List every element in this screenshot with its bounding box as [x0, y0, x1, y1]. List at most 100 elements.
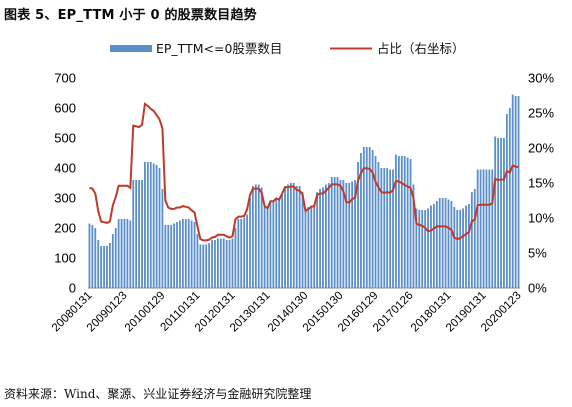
- bar: [123, 219, 126, 288]
- bar: [479, 169, 482, 288]
- bar: [365, 147, 368, 288]
- bar: [240, 219, 243, 288]
- bar: [427, 208, 429, 288]
- bar: [246, 214, 248, 288]
- bar: [222, 238, 225, 288]
- bar: [432, 204, 435, 288]
- bar: [208, 243, 211, 288]
- bar: [322, 187, 324, 288]
- bar: [152, 163, 155, 288]
- legend-bar-label: EP_TTM<=0股票数目: [156, 41, 282, 56]
- bar: [324, 184, 327, 288]
- bar: [184, 219, 187, 288]
- left-tick-label: 500: [54, 131, 76, 146]
- bar: [97, 240, 100, 288]
- bar: [108, 243, 111, 288]
- bar: [126, 219, 129, 288]
- bar: [301, 192, 304, 288]
- bar: [272, 201, 275, 288]
- bar: [430, 205, 432, 288]
- bar: [462, 208, 464, 288]
- bar: [456, 210, 459, 288]
- bar: [181, 219, 184, 288]
- bar: [453, 207, 456, 288]
- bar: [418, 210, 421, 288]
- bar: [231, 238, 234, 288]
- bar: [511, 94, 514, 288]
- bar: [205, 244, 208, 288]
- bar: [237, 219, 240, 288]
- x-axis-ticks: 2008013120090123201001292011013120120131…: [50, 290, 524, 335]
- bar: [164, 225, 167, 288]
- bar: [103, 246, 105, 288]
- bar: [351, 181, 354, 288]
- bar: [144, 162, 146, 288]
- bar: [228, 240, 231, 288]
- bar: [91, 225, 94, 288]
- right-axis-ticks: 0% 5% 10% 15% 20% 25% 30%: [528, 71, 554, 296]
- bar: [470, 192, 473, 288]
- bar: [167, 225, 170, 288]
- bar: [214, 240, 216, 288]
- bar: [435, 201, 438, 288]
- bar: [491, 169, 494, 288]
- bar: [193, 222, 196, 288]
- left-tick-label: 300: [54, 191, 76, 206]
- bar: [120, 219, 123, 288]
- bar: [485, 169, 488, 288]
- bar: [173, 223, 176, 288]
- bar: [406, 157, 409, 288]
- bar: [503, 138, 505, 288]
- bar: [275, 198, 278, 288]
- right-tick-label: 0%: [528, 281, 547, 296]
- bar: [444, 198, 447, 288]
- bar: [473, 189, 476, 288]
- bar: [339, 180, 342, 288]
- bar: [298, 186, 301, 288]
- bar: [438, 198, 441, 288]
- bar: [190, 220, 193, 288]
- bar: [360, 153, 362, 288]
- bar: [514, 96, 517, 288]
- bar: [295, 186, 298, 288]
- ratio-line: [89, 102, 519, 242]
- bar: [517, 96, 520, 288]
- bar: [243, 217, 246, 288]
- bar: [395, 154, 397, 288]
- bar: [377, 162, 380, 288]
- bar: [488, 169, 491, 288]
- bar: [199, 244, 202, 288]
- bar: [500, 138, 502, 288]
- bar: [354, 180, 356, 288]
- right-tick-label: 30%: [528, 71, 554, 86]
- bar: [345, 183, 348, 288]
- left-tick-label: 700: [54, 71, 76, 86]
- bar: [289, 183, 292, 288]
- bar: [389, 169, 392, 288]
- bar: [409, 159, 412, 288]
- bar: [505, 114, 508, 288]
- left-tick-label: 200: [54, 221, 76, 236]
- bar: [374, 156, 377, 288]
- bar: [252, 186, 254, 288]
- bar: [386, 168, 389, 288]
- bar: [316, 192, 319, 288]
- bar: [158, 168, 161, 288]
- bar: [336, 177, 339, 288]
- bar: [313, 204, 316, 288]
- figure-title: 图表 5、EP_TTM 小于 0 的股票数目趋势: [4, 8, 257, 23]
- right-tick-label: 10%: [528, 211, 554, 226]
- bar: [459, 210, 462, 288]
- bar: [94, 228, 97, 288]
- bar: [141, 180, 143, 288]
- bar: [284, 186, 286, 288]
- left-tick-label: 600: [54, 101, 76, 116]
- bar-series: [88, 94, 520, 288]
- source-note: 资料来源：Wind、聚源、兴业证券经济与金融研究院整理: [4, 387, 312, 401]
- bar: [135, 180, 138, 288]
- right-tick-label: 20%: [528, 141, 554, 156]
- bar: [333, 177, 336, 288]
- bar: [202, 244, 205, 288]
- bar: [225, 240, 228, 288]
